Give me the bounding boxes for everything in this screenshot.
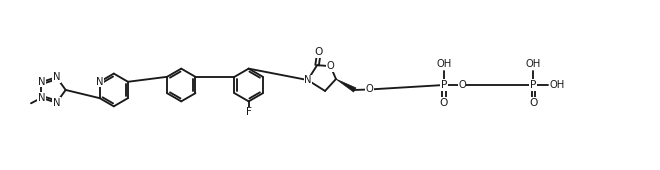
- Text: F: F: [246, 107, 251, 117]
- Text: O: O: [529, 98, 537, 108]
- Text: P: P: [530, 80, 537, 90]
- Text: O: O: [366, 84, 374, 95]
- Text: OH: OH: [436, 59, 451, 69]
- Text: P: P: [441, 80, 447, 90]
- Text: N: N: [53, 72, 60, 82]
- Text: OH: OH: [549, 80, 565, 90]
- Text: O: O: [458, 80, 466, 90]
- Text: N: N: [304, 75, 312, 85]
- Text: O: O: [440, 98, 448, 108]
- Text: O: O: [327, 61, 335, 71]
- Text: N: N: [38, 77, 45, 87]
- Text: N: N: [96, 77, 104, 87]
- Text: OH: OH: [526, 59, 541, 69]
- Text: N: N: [38, 93, 45, 103]
- Text: O: O: [314, 47, 323, 57]
- Text: N: N: [53, 98, 60, 108]
- Polygon shape: [336, 79, 356, 92]
